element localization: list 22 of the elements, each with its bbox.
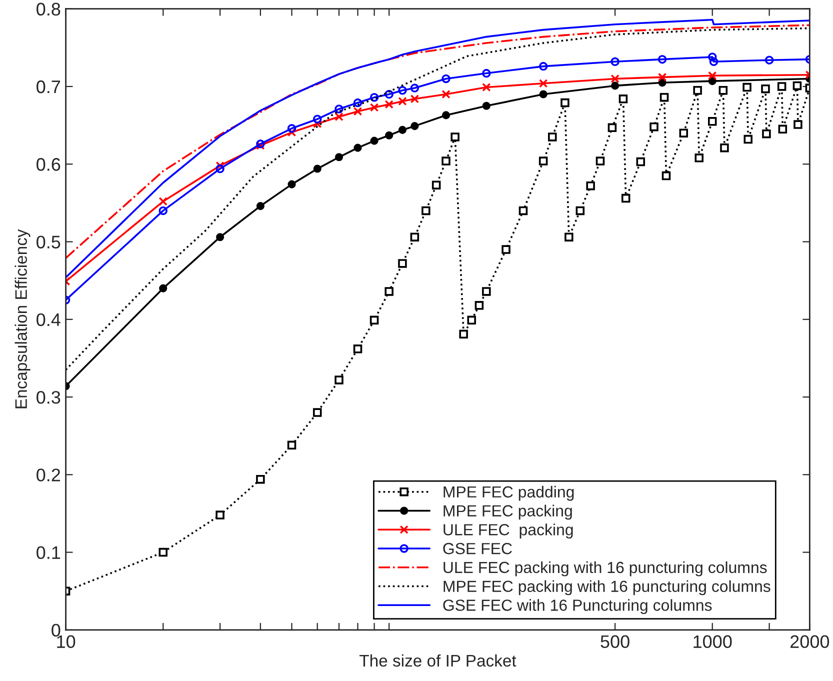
x-tick-label: 2000 xyxy=(790,635,830,648)
legend-label: MPE FEC packing with 16 puncturing columns xyxy=(444,580,770,596)
y-tick-label: 0.3 xyxy=(36,390,60,404)
legend-label: GSE FEC with 16 Puncturing columns xyxy=(443,599,712,614)
legend-label: MPE FEC padding xyxy=(444,486,574,501)
y-tick-label: 0.8 xyxy=(36,2,60,16)
legend-label: ULE FEC packing with 16 puncturing columns xyxy=(444,561,767,576)
y-tick-label: 0.4 xyxy=(36,313,60,326)
legend-label: GSE FEC xyxy=(443,542,512,554)
legend-label: ULE FEC packing xyxy=(444,524,573,539)
x-tick-label: 10 xyxy=(57,635,76,648)
y-tick-label: 0.1 xyxy=(36,546,60,560)
y-tick-label: 0.7 xyxy=(36,80,60,94)
y-tick-label: 0.6 xyxy=(36,158,60,171)
y-tick-label: 0.2 xyxy=(36,468,60,482)
y-tick-label: 0.5 xyxy=(36,236,60,248)
y-axis-title: Encapsulation Efficiency xyxy=(14,229,30,408)
x-axis-title: The size of IP Packet xyxy=(360,654,516,667)
y-tick-label: 0 xyxy=(52,624,60,637)
x-tick-label: 1000 xyxy=(694,635,732,648)
x-tick-label: 500 xyxy=(600,635,630,648)
legend-label: MPE FEC packing xyxy=(444,504,572,520)
